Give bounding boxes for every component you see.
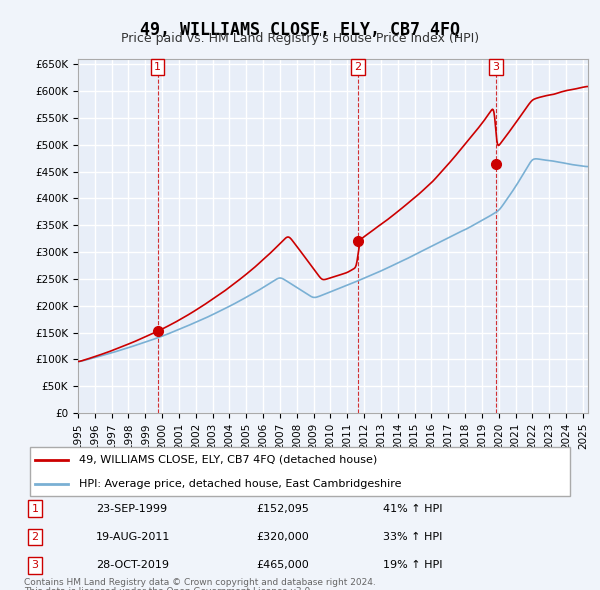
Text: £465,000: £465,000 [256,560,308,571]
Text: £320,000: £320,000 [256,532,308,542]
Text: 49, WILLIAMS CLOSE, ELY, CB7 4FQ: 49, WILLIAMS CLOSE, ELY, CB7 4FQ [140,21,460,39]
Text: 49, WILLIAMS CLOSE, ELY, CB7 4FQ (detached house): 49, WILLIAMS CLOSE, ELY, CB7 4FQ (detach… [79,455,377,465]
Text: 33% ↑ HPI: 33% ↑ HPI [383,532,442,542]
Text: This data is licensed under the Open Government Licence v3.0.: This data is licensed under the Open Gov… [24,587,313,590]
Text: Contains HM Land Registry data © Crown copyright and database right 2024.: Contains HM Land Registry data © Crown c… [24,578,376,587]
Text: HPI: Average price, detached house, East Cambridgeshire: HPI: Average price, detached house, East… [79,479,402,489]
Text: 19% ↑ HPI: 19% ↑ HPI [383,560,442,571]
Text: 3: 3 [32,560,38,571]
Text: £152,095: £152,095 [256,504,309,514]
Text: 28-OCT-2019: 28-OCT-2019 [96,560,169,571]
Text: 2: 2 [31,532,38,542]
Text: 1: 1 [154,62,161,72]
Text: 3: 3 [492,62,499,72]
FancyBboxPatch shape [29,447,571,496]
Text: Price paid vs. HM Land Registry's House Price Index (HPI): Price paid vs. HM Land Registry's House … [121,32,479,45]
Text: 1: 1 [32,504,38,514]
Text: 19-AUG-2011: 19-AUG-2011 [96,532,170,542]
Text: 41% ↑ HPI: 41% ↑ HPI [383,504,442,514]
Text: 23-SEP-1999: 23-SEP-1999 [96,504,167,514]
Text: 2: 2 [355,62,361,72]
